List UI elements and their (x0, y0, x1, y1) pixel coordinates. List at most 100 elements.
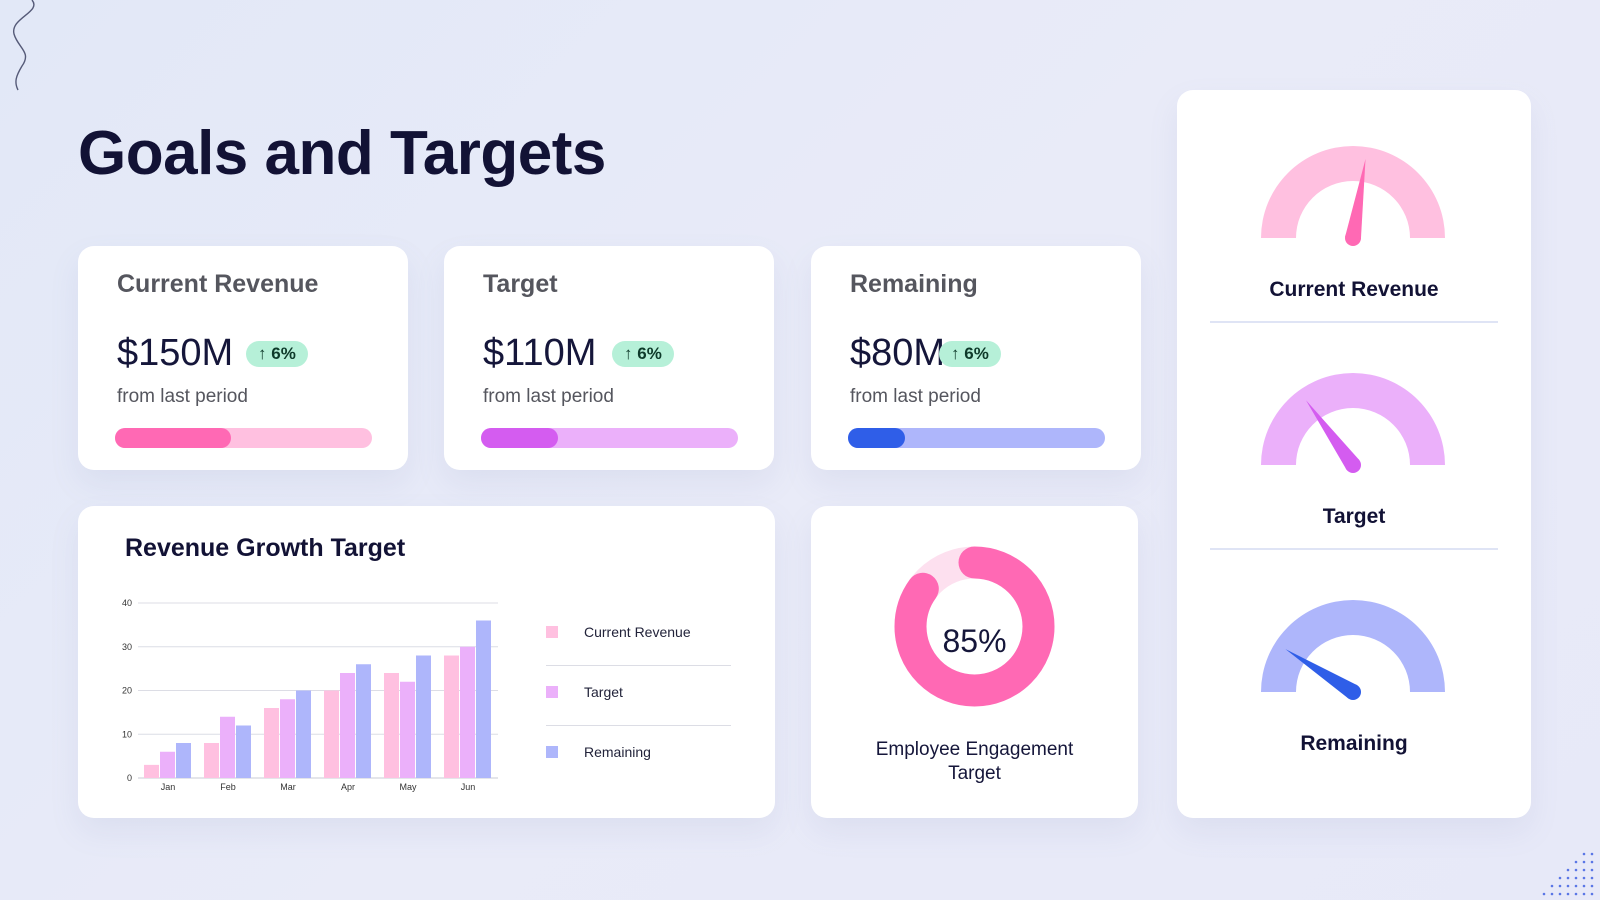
bar-current-revenue (264, 708, 279, 778)
gauge-hub (1345, 457, 1361, 473)
change-badge: ↑ 6% (246, 341, 308, 367)
bar-chart: 0 10 20 30 40 Jan Feb Mar Apr May Jun (122, 598, 498, 792)
change-value: 6% (271, 344, 296, 363)
progress-fill (848, 428, 905, 448)
gauge-hub (1345, 684, 1361, 700)
legend-item-current-revenue: Current Revenue (546, 606, 731, 666)
dot (1582, 876, 1586, 880)
change-badge: ↑ 6% (612, 341, 674, 367)
dot (1582, 860, 1586, 864)
legend-label: Target (584, 684, 623, 700)
legend-item-target: Target (546, 666, 731, 726)
donut-arc (894, 546, 1055, 707)
gauge-current-revenue: Current Revenue (1177, 90, 1531, 317)
donut-value: 85% (942, 623, 1007, 659)
progress-bar (481, 428, 738, 448)
progress-fill (115, 428, 231, 448)
dot (1574, 860, 1578, 864)
gauge-arc (1261, 600, 1445, 692)
gauge-target: Target (1177, 317, 1531, 544)
bar-target (340, 673, 355, 778)
x-tick-label: Apr (341, 782, 355, 792)
progress-bar (115, 428, 372, 448)
legend-label: Current Revenue (584, 624, 691, 640)
stat-subtitle: from last period (850, 386, 981, 407)
bar-remaining (476, 620, 491, 778)
dot (1566, 876, 1570, 880)
dot (1550, 884, 1554, 888)
bar-remaining (176, 743, 191, 778)
bar-remaining (236, 725, 251, 778)
dot (1590, 884, 1594, 888)
engagement-card: 85% Employee Engagement Target (811, 506, 1138, 818)
y-tick-label: 20 (122, 686, 132, 696)
stat-value: $150M (117, 332, 234, 374)
gauge-needle (1305, 400, 1360, 470)
legend-label: Remaining (584, 744, 651, 760)
chart-legend: Current Revenue Target Remaining (546, 606, 731, 786)
stat-card-remaining: Remaining $80M ↑ 6% from last period (811, 246, 1141, 470)
dot (1566, 892, 1570, 896)
stat-subtitle: from last period (483, 386, 614, 407)
stat-value: $80M (850, 332, 946, 374)
stat-title: Remaining (850, 270, 978, 298)
gauge-hub (1345, 230, 1361, 246)
stat-card-current-revenue: Current Revenue $150M ↑ 6% from last per… (78, 246, 408, 470)
bar-remaining (416, 655, 431, 778)
gauge-needle (1285, 649, 1358, 699)
stat-title: Target (483, 270, 558, 298)
dot (1574, 876, 1578, 880)
dot (1590, 860, 1594, 864)
dot (1590, 876, 1594, 880)
squiggle-decoration (13, 0, 35, 91)
x-tick-label: May (399, 782, 417, 792)
dot (1582, 868, 1586, 872)
gauge-icon (1261, 600, 1445, 700)
arrow-up-icon: ↑ (258, 344, 272, 363)
revenue-growth-card: Revenue Growth Target 0 10 20 30 40 Jan Feb Mar… (78, 506, 775, 818)
dot (1574, 892, 1578, 896)
dot-grid-decoration (1542, 852, 1594, 896)
progress-fill (481, 428, 559, 448)
bar-target (280, 699, 295, 778)
gauge-icon (1261, 373, 1445, 473)
x-tick-label: Feb (220, 782, 236, 792)
change-value: 6% (964, 344, 989, 363)
arrow-up-icon: ↑ (951, 344, 965, 363)
donut-caption: Employee Engagement Target (875, 739, 1074, 784)
change-value: 6% (637, 344, 662, 363)
gauge-arc (1261, 373, 1445, 465)
legend-swatch (546, 686, 558, 698)
dot (1550, 892, 1554, 896)
legend-swatch (546, 626, 558, 638)
dot (1590, 868, 1594, 872)
stat-value: $110M (483, 332, 597, 374)
page-title: Goals and Targets (78, 119, 606, 188)
gauges-card: Current Revenue Target Remaining (1177, 90, 1531, 818)
bar-current-revenue (324, 690, 339, 778)
dot (1542, 892, 1546, 896)
gauge-label: Current Revenue (1269, 278, 1439, 301)
bar-target (220, 716, 235, 778)
x-tick-label: Jan (161, 782, 176, 792)
gauge-icon (1261, 146, 1445, 246)
stat-title: Current Revenue (117, 270, 319, 298)
bar-target (400, 681, 415, 778)
dot (1566, 884, 1570, 888)
bar-remaining (356, 664, 371, 778)
dot (1590, 852, 1594, 856)
bar-current-revenue (204, 743, 219, 778)
dot (1582, 884, 1586, 888)
gauge-label: Target (1322, 505, 1386, 528)
change-badge: ↑ 6% (939, 341, 1001, 367)
legend-item-remaining: Remaining (546, 726, 731, 786)
legend-swatch (546, 746, 558, 758)
divider (1210, 321, 1498, 323)
engagement-donut (894, 546, 1055, 707)
dot (1574, 884, 1578, 888)
bar-target (460, 646, 475, 778)
y-tick-label: 0 (127, 773, 132, 783)
x-tick-label: Mar (280, 782, 296, 792)
gauge-arc (1261, 146, 1445, 238)
divider (1210, 548, 1498, 550)
